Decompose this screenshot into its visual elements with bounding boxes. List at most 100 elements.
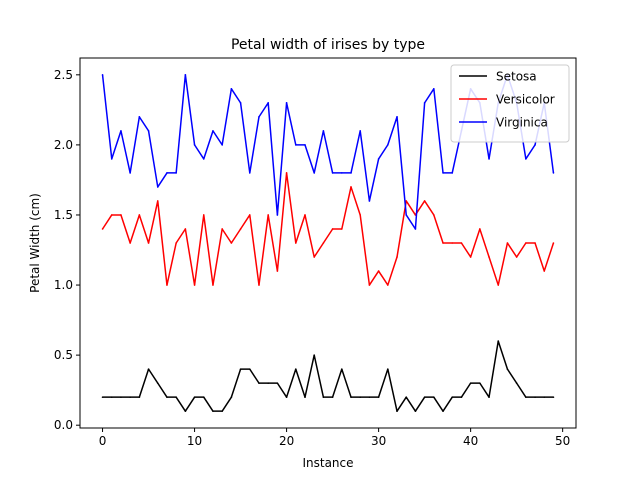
data-point xyxy=(138,396,141,398)
data-point xyxy=(239,228,242,230)
data-point xyxy=(221,410,223,412)
data-point xyxy=(414,410,417,412)
data-point xyxy=(230,242,233,244)
data-point xyxy=(202,158,205,160)
data-point xyxy=(248,368,251,370)
data-point xyxy=(129,396,131,398)
data-point xyxy=(258,116,260,118)
data-point xyxy=(138,116,141,118)
data-point xyxy=(120,396,122,398)
data-point xyxy=(239,368,242,370)
data-points-versicolor xyxy=(101,172,555,286)
data-point xyxy=(322,130,325,132)
data-point xyxy=(294,144,297,146)
data-point xyxy=(350,172,352,174)
data-point xyxy=(469,382,472,384)
data-point xyxy=(423,396,426,398)
x-tick-label: 10 xyxy=(187,434,202,448)
data-point xyxy=(479,228,481,230)
data-point xyxy=(212,410,214,412)
data-point xyxy=(175,242,177,244)
data-point xyxy=(350,396,352,398)
y-tick-label: 1.5 xyxy=(54,208,73,222)
data-point xyxy=(543,396,546,398)
data-point xyxy=(331,228,334,230)
data-point xyxy=(313,256,316,258)
data-point xyxy=(405,200,408,202)
data-point xyxy=(129,242,131,244)
data-point xyxy=(387,368,389,370)
data-point xyxy=(552,242,555,244)
data-point xyxy=(202,396,205,398)
legend-label-versicolor: Versicolor xyxy=(496,93,555,107)
data-point xyxy=(414,228,417,230)
data-point xyxy=(331,172,334,174)
data-point xyxy=(193,396,196,398)
data-point xyxy=(552,172,555,174)
data-point xyxy=(442,242,444,244)
data-point xyxy=(497,340,500,342)
data-point xyxy=(276,270,279,272)
data-point xyxy=(221,228,223,230)
data-point xyxy=(120,214,122,216)
data-point xyxy=(166,284,168,286)
data-point xyxy=(285,102,288,104)
data-point xyxy=(341,368,343,370)
data-point xyxy=(433,396,435,398)
data-point xyxy=(276,382,279,384)
data-point xyxy=(359,130,362,132)
data-point xyxy=(451,172,454,174)
data-point xyxy=(101,74,104,76)
data-point xyxy=(534,144,536,146)
data-point xyxy=(341,172,343,174)
data-point xyxy=(313,354,316,356)
data-point xyxy=(129,172,131,174)
data-point xyxy=(304,214,306,216)
data-point xyxy=(184,74,187,76)
data-point xyxy=(156,382,159,384)
y-tick-label: 0.5 xyxy=(54,348,73,362)
data-point xyxy=(239,102,242,104)
data-point xyxy=(534,396,536,398)
data-point xyxy=(460,396,463,398)
data-point xyxy=(276,214,279,216)
data-point xyxy=(368,396,371,398)
data-point xyxy=(469,256,472,258)
data-point xyxy=(212,130,214,132)
data-point xyxy=(368,200,371,202)
data-point xyxy=(396,116,398,118)
data-point xyxy=(147,242,150,244)
data-point xyxy=(451,396,454,398)
data-point xyxy=(166,396,168,398)
data-point xyxy=(138,214,141,216)
data-point xyxy=(184,228,187,230)
y-tick-label: 2.5 xyxy=(54,68,73,82)
data-point xyxy=(110,396,113,398)
chart-legend: Setosa Versicolor Virginica xyxy=(450,64,570,143)
data-point xyxy=(488,256,490,258)
data-point xyxy=(525,242,527,244)
data-point xyxy=(156,200,159,202)
data-point xyxy=(525,396,527,398)
data-point xyxy=(552,396,555,398)
data-point xyxy=(258,284,260,286)
data-point xyxy=(387,284,389,286)
plot-frame xyxy=(79,57,577,429)
x-tick-label: 0 xyxy=(99,434,107,448)
data-point xyxy=(175,172,177,174)
data-point xyxy=(359,396,362,398)
data-point xyxy=(359,214,362,216)
data-point xyxy=(451,242,454,244)
data-point xyxy=(423,200,426,202)
data-point xyxy=(110,214,113,216)
data-point xyxy=(525,158,527,160)
data-point xyxy=(193,284,196,286)
data-point xyxy=(341,228,343,230)
data-point xyxy=(101,228,104,230)
data-point xyxy=(543,270,546,272)
chart-title: Petal width of irises by type xyxy=(231,37,425,53)
x-tick-label: 30 xyxy=(371,434,386,448)
y-axis-label: Petal Width (cm) xyxy=(28,193,42,293)
data-point xyxy=(405,214,408,216)
